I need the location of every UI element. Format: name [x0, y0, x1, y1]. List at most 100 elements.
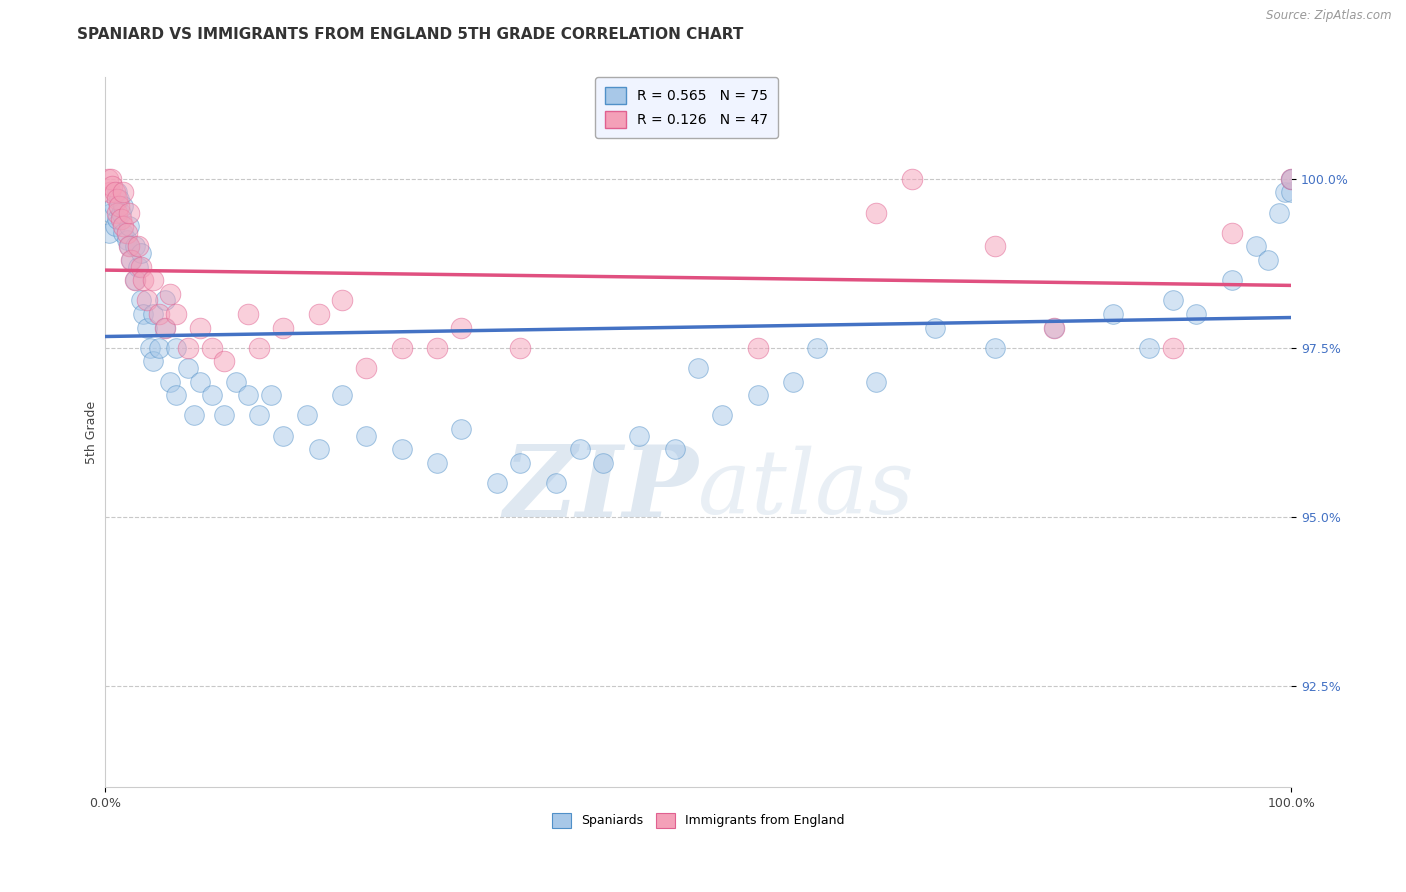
Point [865, 375, 887, 389]
Point [236, 307, 259, 321]
Point [165, 388, 187, 402]
Point [97, 171, 120, 186]
Point [225, 375, 247, 389]
Point [249, 341, 271, 355]
Point [100, 171, 122, 186]
Point [201, 341, 224, 355]
Y-axis label: 5th Grade: 5th Grade [86, 401, 98, 464]
Point [105, 212, 128, 227]
Point [710, 409, 733, 423]
Point [1043, 320, 1066, 334]
Point [188, 320, 211, 334]
Point [1256, 252, 1278, 267]
Point [332, 293, 354, 308]
Point [782, 375, 804, 389]
Point [112, 226, 135, 240]
Point [260, 388, 283, 402]
Point [112, 199, 135, 213]
Point [983, 341, 1005, 355]
Point [271, 428, 294, 442]
Point [148, 341, 170, 355]
Point [544, 475, 567, 490]
Point [139, 341, 162, 355]
Point [426, 341, 449, 355]
Point [159, 286, 181, 301]
Point [188, 375, 211, 389]
Point [485, 475, 508, 490]
Point [148, 307, 170, 321]
Point [142, 307, 165, 321]
Point [104, 219, 127, 234]
Point [1279, 171, 1302, 186]
Point [142, 354, 165, 368]
Point [142, 273, 165, 287]
Point [110, 205, 132, 219]
Point [332, 388, 354, 402]
Point [108, 199, 131, 213]
Point [1161, 293, 1184, 308]
Text: atlas: atlas [699, 446, 914, 533]
Point [509, 456, 531, 470]
Point [426, 456, 449, 470]
Point [100, 205, 122, 219]
Point [391, 341, 413, 355]
Point [1185, 307, 1208, 321]
Point [249, 409, 271, 423]
Point [97, 226, 120, 240]
Point [1279, 171, 1302, 186]
Point [177, 341, 200, 355]
Point [132, 307, 155, 321]
Point [212, 409, 235, 423]
Point [159, 375, 181, 389]
Point [308, 307, 330, 321]
Point [295, 409, 318, 423]
Point [568, 442, 591, 457]
Point [127, 239, 149, 253]
Point [450, 422, 472, 436]
Point [688, 361, 710, 376]
Point [115, 233, 138, 247]
Point [120, 252, 142, 267]
Point [165, 341, 187, 355]
Point [112, 219, 135, 234]
Point [1102, 307, 1125, 321]
Point [924, 320, 946, 334]
Point [1137, 341, 1160, 355]
Point [900, 171, 922, 186]
Legend: Spaniards, Immigrants from England: Spaniards, Immigrants from England [546, 806, 851, 834]
Point [1279, 171, 1302, 186]
Point [865, 205, 887, 219]
Point [103, 199, 125, 213]
Point [127, 260, 149, 274]
Point [1279, 186, 1302, 200]
Point [118, 239, 141, 253]
Point [120, 252, 142, 267]
Point [1043, 320, 1066, 334]
Point [1244, 239, 1267, 253]
Point [806, 341, 828, 355]
Point [108, 192, 131, 206]
Point [115, 226, 138, 240]
Point [153, 320, 176, 334]
Text: ZIP: ZIP [503, 441, 699, 537]
Point [592, 456, 614, 470]
Point [983, 239, 1005, 253]
Point [201, 388, 224, 402]
Point [129, 260, 152, 274]
Point [1220, 273, 1243, 287]
Point [129, 246, 152, 260]
Point [153, 293, 176, 308]
Point [627, 428, 650, 442]
Point [354, 361, 377, 376]
Point [212, 354, 235, 368]
Point [118, 239, 141, 253]
Text: SPANIARD VS IMMIGRANTS FROM ENGLAND 5TH GRADE CORRELATION CHART: SPANIARD VS IMMIGRANTS FROM ENGLAND 5TH … [77, 27, 744, 42]
Point [105, 192, 128, 206]
Point [236, 388, 259, 402]
Point [354, 428, 377, 442]
Point [1220, 226, 1243, 240]
Point [105, 205, 128, 219]
Point [183, 409, 205, 423]
Point [135, 320, 157, 334]
Point [664, 442, 686, 457]
